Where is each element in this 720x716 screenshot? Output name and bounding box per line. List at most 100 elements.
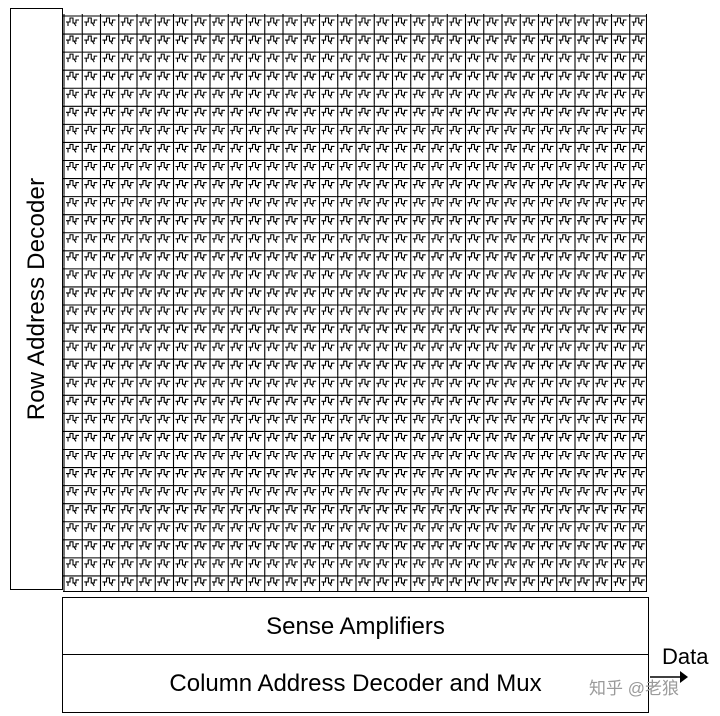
memory-cell <box>154 194 173 213</box>
memory-cell <box>190 357 209 376</box>
memory-cell-glyph <box>555 194 574 213</box>
memory-cell <box>574 573 593 592</box>
memory-cell-glyph <box>245 321 264 340</box>
memory-cell-glyph <box>154 266 173 285</box>
memory-cell-glyph <box>519 194 538 213</box>
memory-cell <box>610 393 629 412</box>
memory-cell-glyph <box>117 194 136 213</box>
memory-cell-glyph <box>519 393 538 412</box>
memory-cell-glyph <box>355 411 374 430</box>
memory-cell-glyph <box>117 284 136 303</box>
memory-cell-glyph <box>592 483 611 502</box>
memory-cell-glyph <box>628 284 647 303</box>
memory-cell-glyph <box>190 14 209 33</box>
memory-cell-glyph <box>263 483 282 502</box>
memory-cell <box>555 573 574 592</box>
memory-cell-glyph <box>373 519 392 538</box>
memory-cell-glyph <box>172 230 191 249</box>
memory-cell <box>336 339 355 358</box>
memory-cell-glyph <box>117 573 136 592</box>
memory-cell-glyph <box>300 266 319 285</box>
memory-cell <box>172 194 191 213</box>
memory-cell <box>428 501 447 520</box>
memory-cell-glyph <box>263 321 282 340</box>
memory-cell-glyph <box>574 50 593 69</box>
memory-cell-glyph <box>136 501 155 520</box>
memory-cell-glyph <box>355 284 374 303</box>
memory-cell <box>190 86 209 105</box>
memory-cell-glyph <box>464 248 483 267</box>
memory-cell-glyph <box>574 357 593 376</box>
memory-cell-glyph <box>537 266 556 285</box>
memory-cell-glyph <box>81 573 100 592</box>
memory-cell <box>99 230 118 249</box>
memory-cell <box>318 357 337 376</box>
memory-cell-glyph <box>336 303 355 322</box>
memory-cell <box>428 519 447 538</box>
memory-cell-glyph <box>245 140 264 159</box>
memory-cell-glyph <box>99 158 118 177</box>
memory-cell-glyph <box>209 555 228 574</box>
memory-cell-glyph <box>592 447 611 466</box>
memory-cell-glyph <box>136 230 155 249</box>
memory-cell-glyph <box>190 140 209 159</box>
memory-cell <box>245 140 264 159</box>
memory-cell-glyph <box>117 555 136 574</box>
memory-cell-glyph <box>501 158 520 177</box>
memory-cell <box>555 321 574 340</box>
memory-cell <box>81 321 100 340</box>
memory-cell <box>409 375 428 394</box>
memory-cell-glyph <box>574 158 593 177</box>
memory-cell-glyph <box>300 50 319 69</box>
memory-cell-glyph <box>172 357 191 376</box>
memory-cell-glyph <box>117 266 136 285</box>
memory-cell-glyph <box>336 86 355 105</box>
memory-cell <box>409 483 428 502</box>
memory-cell <box>537 266 556 285</box>
memory-cell <box>446 357 465 376</box>
memory-cell <box>263 573 282 592</box>
memory-cell-glyph <box>501 104 520 123</box>
memory-cell <box>355 32 374 51</box>
memory-cell-glyph <box>245 32 264 51</box>
memory-cell-glyph <box>318 411 337 430</box>
memory-cell <box>209 555 228 574</box>
memory-cell <box>482 375 501 394</box>
memory-cell <box>501 519 520 538</box>
memory-cell <box>209 537 228 556</box>
memory-cell <box>245 212 264 231</box>
memory-cell <box>245 519 264 538</box>
memory-cell <box>555 212 574 231</box>
memory-cell-glyph <box>537 303 556 322</box>
memory-cell <box>190 32 209 51</box>
memory-cell-glyph <box>154 357 173 376</box>
memory-cell <box>336 122 355 141</box>
memory-cell-glyph <box>99 465 118 484</box>
memory-cell-glyph <box>227 266 246 285</box>
memory-cell <box>464 447 483 466</box>
memory-cell <box>81 393 100 412</box>
memory-cell <box>209 266 228 285</box>
memory-cell-glyph <box>482 573 501 592</box>
memory-cell-glyph <box>628 411 647 430</box>
memory-cell-glyph <box>592 339 611 358</box>
memory-cell <box>117 158 136 177</box>
memory-cell <box>501 375 520 394</box>
memory-cell <box>318 194 337 213</box>
memory-cell <box>428 248 447 267</box>
memory-cell <box>574 32 593 51</box>
memory-cell-glyph <box>373 339 392 358</box>
memory-cell-glyph <box>355 68 374 87</box>
memory-cell <box>99 68 118 87</box>
memory-cell <box>574 519 593 538</box>
memory-cell-glyph <box>190 429 209 448</box>
memory-cell <box>117 50 136 69</box>
memory-cell <box>555 501 574 520</box>
memory-cell <box>154 483 173 502</box>
memory-cell <box>190 104 209 123</box>
memory-cell <box>574 429 593 448</box>
memory-cell <box>446 447 465 466</box>
memory-cell <box>136 194 155 213</box>
memory-cell <box>282 122 301 141</box>
memory-cell <box>555 447 574 466</box>
